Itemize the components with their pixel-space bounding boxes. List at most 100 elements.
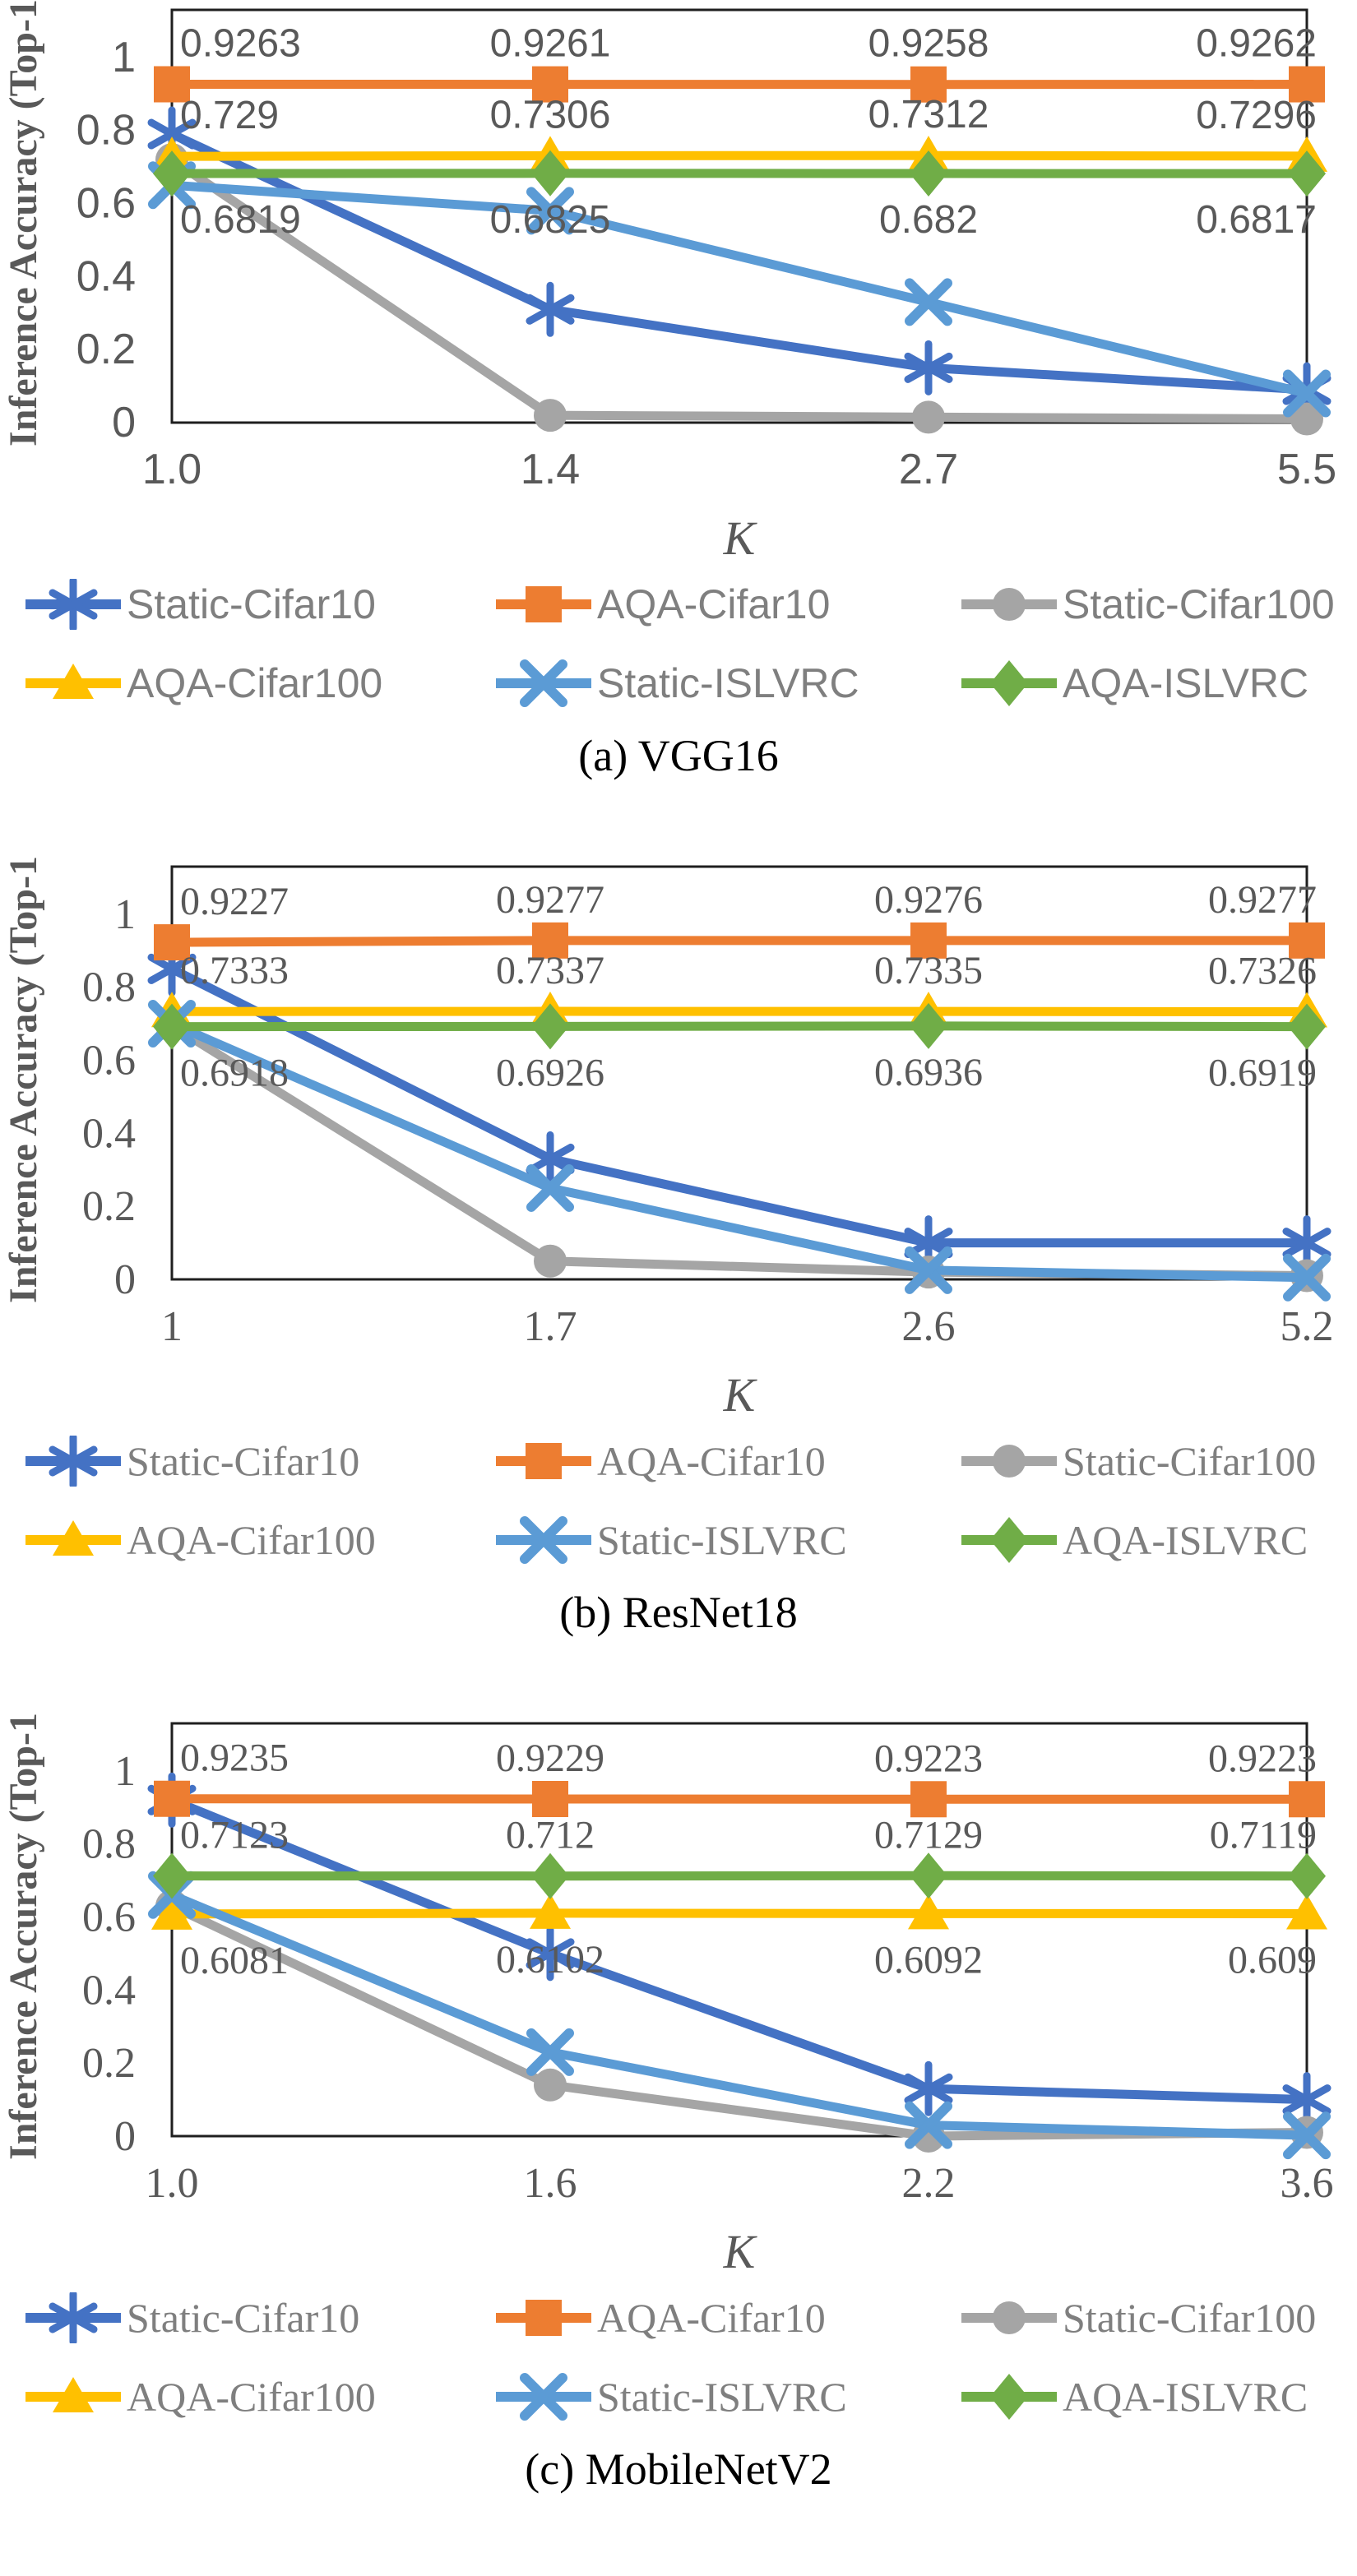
legend-marker-x-icon bbox=[520, 2373, 567, 2421]
data-label: 0.9227 bbox=[180, 880, 289, 923]
series-line-AQA-Cifar100 bbox=[171, 150, 1308, 161]
series-line-Static-Cifar100 bbox=[169, 155, 1308, 424]
legend-diamond-icon bbox=[961, 660, 1057, 706]
resnet18-caption: (b) ResNet18 bbox=[0, 1587, 1357, 1638]
legend-marker-triangle-icon bbox=[53, 2377, 94, 2412]
marker-x-icon bbox=[1283, 2111, 1331, 2160]
y-tick-label: 0 bbox=[112, 399, 136, 446]
marker-circle-icon bbox=[534, 1244, 567, 1278]
data-label: 0.7119 bbox=[1210, 1814, 1317, 1857]
marker-diamond-icon bbox=[153, 1003, 191, 1050]
legend-label: Static-Cifar10 bbox=[127, 2295, 360, 2341]
vgg16-caption: (a) VGG16 bbox=[0, 730, 1357, 781]
series-line-AQA-Cifar100 bbox=[171, 1908, 1308, 1919]
legend-label: Static-ISLVRC bbox=[597, 660, 859, 706]
x-axis-title: K bbox=[723, 1368, 758, 1422]
series-line-Static-Cifar10 bbox=[169, 130, 1308, 395]
caption-text: (c) MobileNetV2 bbox=[525, 2444, 832, 2494]
legend-label: AQA-Cifar10 bbox=[597, 1438, 826, 1484]
legend-label: AQA-Cifar10 bbox=[597, 581, 831, 627]
legend-circle-icon bbox=[961, 1445, 1057, 1478]
legend-diamond-icon bbox=[961, 1517, 1057, 1563]
marker-square-icon bbox=[1289, 1781, 1325, 1818]
y-tick-label: 1 bbox=[114, 891, 136, 938]
marker-circle-icon bbox=[912, 400, 945, 434]
legend-item-aqa-cifar10: AQA-Cifar10 bbox=[493, 579, 959, 630]
data-label: 0.9223 bbox=[1208, 1737, 1317, 1780]
caption-text: (b) ResNet18 bbox=[559, 1588, 798, 1637]
marker-square-icon bbox=[532, 922, 568, 959]
y-tick-label: 0 bbox=[114, 1256, 136, 1303]
legend-marker-diamond-icon bbox=[990, 1517, 1028, 1563]
marker-diamond-icon bbox=[910, 150, 947, 197]
legend-item-static-cifar10: Static-Cifar10 bbox=[23, 579, 493, 630]
data-label: 0.9258 bbox=[868, 22, 989, 66]
marker-circle-icon bbox=[534, 2068, 567, 2102]
marker-square-icon bbox=[154, 66, 190, 103]
legend-item-static-islvrc: Static-ISLVRC bbox=[493, 1515, 959, 1565]
vgg16-legend: Static-Cifar10 AQA-Cifar10 Static-Cifar100… bbox=[0, 579, 1357, 709]
legend-marker-asterisk-icon bbox=[49, 2292, 98, 2343]
marker-asterisk-icon bbox=[1282, 2072, 1332, 2128]
data-label: 0.9263 bbox=[180, 21, 301, 65]
data-label: 0.7335 bbox=[874, 949, 983, 992]
x-axis-title: K bbox=[723, 2225, 758, 2278]
legend-label: AQA-Cifar100 bbox=[127, 1517, 376, 1563]
legend-item-aqa-cifar10: AQA-Cifar10 bbox=[493, 1436, 959, 1487]
marker-diamond-icon bbox=[531, 150, 569, 197]
legend-item-aqa-cifar100: AQA-Cifar100 bbox=[23, 658, 493, 709]
marker-x-icon bbox=[526, 1163, 574, 1212]
legend-x-icon bbox=[496, 1516, 591, 1564]
data-label: 0.9276 bbox=[874, 878, 983, 922]
marker-square-icon bbox=[1289, 922, 1325, 959]
marker-diamond-icon bbox=[531, 1003, 569, 1050]
y-tick-label: 0.6 bbox=[82, 1037, 136, 1084]
y-tick-label: 0 bbox=[114, 2113, 136, 2160]
legend-x-icon bbox=[496, 659, 591, 707]
legend-marker-square-icon bbox=[526, 2300, 562, 2336]
x-tick-label: 2.7 bbox=[899, 446, 958, 493]
marker-asterisk-icon bbox=[526, 281, 575, 337]
marker-square-icon bbox=[910, 922, 947, 959]
data-label: 0.7333 bbox=[180, 949, 289, 992]
marker-asterisk-icon bbox=[904, 340, 953, 395]
legend-x-icon bbox=[496, 2373, 591, 2421]
data-label: 0.6817 bbox=[1196, 198, 1317, 242]
series-line-Static-ISLVRC bbox=[169, 1019, 1308, 1283]
data-label: 0.6936 bbox=[874, 1051, 983, 1094]
vgg16-plot: 1 0.8 0.6 0.4 0.2 0 Inference Accuracy (Top-1)… bbox=[2, 0, 1336, 565]
figure-aqa-accuracy: 1 0.8 0.6 0.4 0.2 0 Inference Accuracy (Top-1)… bbox=[0, 0, 1357, 2494]
legend-marker-circle-icon bbox=[993, 2301, 1026, 2334]
series-line-AQA-Cifar10 bbox=[171, 936, 1308, 947]
legend-label: Static-Cifar100 bbox=[1063, 2295, 1317, 2341]
x-tick-label: 1.0 bbox=[146, 2160, 199, 2207]
x-tick-label: 5.2 bbox=[1281, 1303, 1334, 1350]
legend-item-aqa-islvrc: AQA-ISLVRC bbox=[959, 2371, 1357, 2422]
legend-triangle-icon bbox=[25, 664, 121, 699]
series-line-Static-ISLVRC bbox=[169, 1890, 1308, 2140]
marker-x-icon bbox=[905, 1246, 952, 1294]
series-line-AQA-Cifar10 bbox=[171, 1794, 1307, 1804]
legend-marker-diamond-icon bbox=[990, 2374, 1028, 2420]
data-label: 0.9277 bbox=[1208, 878, 1317, 922]
legend-item-aqa-cifar100: AQA-Cifar100 bbox=[23, 2371, 493, 2422]
legend-item-aqa-cifar10: AQA-Cifar10 bbox=[493, 2292, 959, 2343]
legend-item-static-cifar100: Static-Cifar100 bbox=[959, 579, 1357, 630]
legend-asterisk-icon bbox=[25, 579, 121, 630]
y-tick-label: 0.8 bbox=[76, 107, 136, 155]
data-label: 0.9229 bbox=[496, 1737, 604, 1780]
y-tick-label: 0.2 bbox=[82, 1183, 136, 1230]
legend-item-static-cifar10: Static-Cifar10 bbox=[23, 1436, 493, 1487]
marker-square-icon bbox=[532, 66, 568, 103]
legend-label: AQA-ISLVRC bbox=[1063, 660, 1309, 706]
data-label: 0.729 bbox=[180, 94, 279, 137]
marker-diamond-icon bbox=[1288, 1852, 1326, 1899]
legend-item-aqa-islvrc: AQA-ISLVRC bbox=[959, 1515, 1357, 1565]
data-label: 0.7129 bbox=[874, 1813, 983, 1857]
data-label: 0.7337 bbox=[496, 949, 604, 992]
plot-border bbox=[170, 8, 1308, 424]
x-tick-label: 1 bbox=[161, 1303, 183, 1350]
legend-circle-icon bbox=[961, 588, 1057, 621]
data-label: 0.6081 bbox=[180, 1939, 289, 1982]
y-tick-label: 1 bbox=[112, 34, 136, 81]
